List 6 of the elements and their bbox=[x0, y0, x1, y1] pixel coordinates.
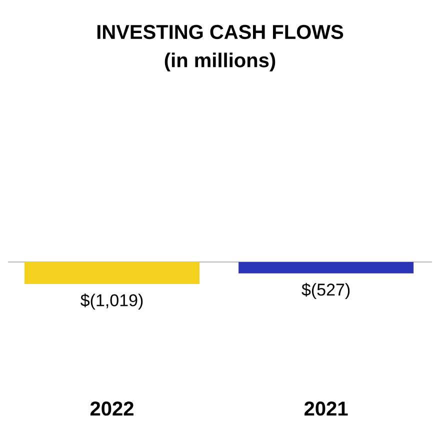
x-tick-label: 2022 bbox=[90, 402, 134, 416]
chart-subtitle: (in millions) bbox=[164, 52, 276, 72]
data-label: $(1,019) bbox=[80, 294, 143, 310]
chart-title: INVESTING CASH FLOWS bbox=[97, 24, 344, 40]
data-label: $(527) bbox=[302, 282, 350, 300]
x-tick-label: 2021 bbox=[304, 402, 348, 416]
